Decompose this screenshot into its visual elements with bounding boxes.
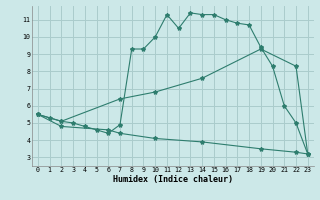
X-axis label: Humidex (Indice chaleur): Humidex (Indice chaleur): [113, 175, 233, 184]
